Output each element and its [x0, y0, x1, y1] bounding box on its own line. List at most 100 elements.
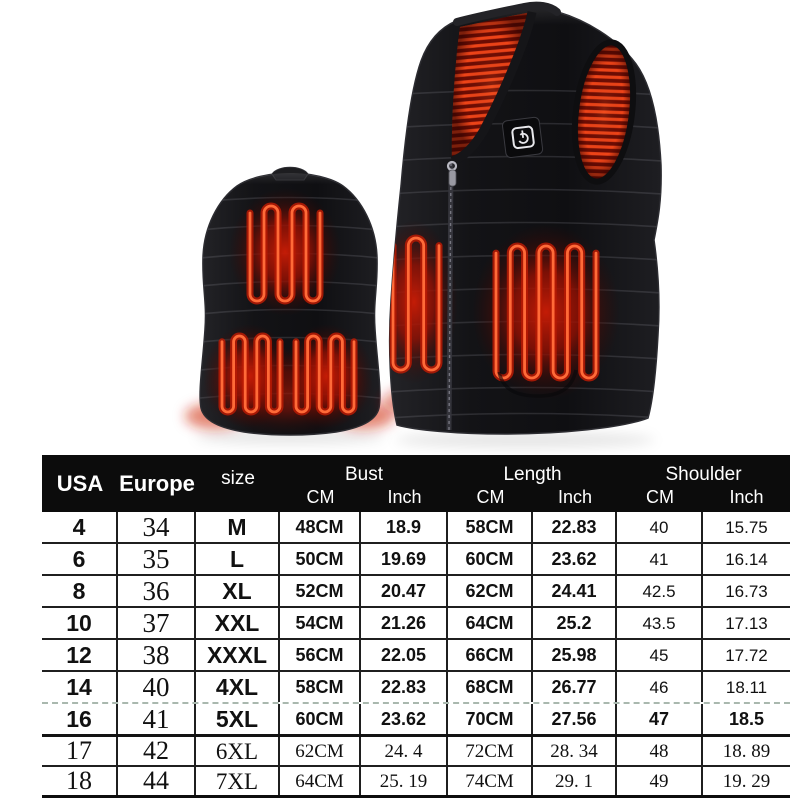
cell-bust-cm: 58CM [280, 672, 361, 702]
cell-bust-inch: 21.26 [361, 608, 448, 638]
table-row: 18 44 7XL 64CM 25. 19 74CM 29. 1 49 19. 29 [42, 767, 790, 798]
cell-bust-inch: 20.47 [361, 576, 448, 606]
cell-length-cm: 64CM [448, 608, 533, 638]
cell-shoulder-inch: 18.11 [725, 677, 768, 697]
cell-bust-inch: 18.9 [361, 512, 448, 542]
cell-length-inch: 23.62 [533, 544, 617, 574]
cell-length-cm: 74CM [448, 767, 533, 795]
cell-size: XXL [196, 608, 280, 638]
cell-length-cm: 62CM [448, 576, 533, 606]
vest-back-shadow [195, 430, 385, 444]
cell-bust-cm: 54CM [280, 608, 361, 638]
cell-bust-cm: 56CM [280, 640, 361, 670]
cell-length-inch: 25.2 [533, 608, 617, 638]
cell-shoulder-cm: 47 [617, 704, 703, 734]
cell-bust-cm: 48CM [280, 512, 361, 542]
cell-shoulder-inch: 16.73 [725, 581, 768, 601]
cell-length-inch: 28. 34 [533, 737, 617, 765]
table-row: 10 37 XXL 54CM 21.26 64CM 25.2 43.5 17.13 [42, 608, 790, 640]
table-row: 4 34 M 48CM 18.9 58CM 22.83 40 15.75 [42, 512, 790, 544]
cell-length-inch: 27.56 [533, 704, 617, 734]
vest-back-view [185, 166, 394, 444]
heating-panel-front-left [389, 234, 443, 374]
cell-bust-inch: 23.62 [361, 704, 448, 734]
cell-length-cm: 66CM [448, 640, 533, 670]
cell-bust-inch: 22.05 [361, 640, 448, 670]
cell-usa: 12 [42, 640, 118, 670]
cell-europe: 41 [118, 704, 196, 734]
cell-length-inch: 25.98 [533, 640, 617, 670]
cell-bust-cm: 64CM [280, 767, 361, 795]
cell-length-cm: 72CM [448, 737, 533, 765]
table-row: 16 41 5XL 60CM 23.62 70CM 27.56 47 18.5 [42, 704, 790, 737]
cell-europe: 34 [118, 512, 196, 542]
subheader-length-inch: Inch [557, 486, 593, 507]
column-header-europe: Europe [119, 470, 195, 496]
collar-edge [453, 1, 561, 26]
cell-usa: 17 [42, 737, 118, 765]
cell-length-inch: 22.83 [533, 512, 617, 542]
cell-size: XXXL [196, 640, 280, 670]
cell-shoulder-inch: 18.5 [728, 709, 765, 729]
cell-shoulder-inch: 17.72 [725, 645, 768, 665]
cell-bust-cm: 52CM [280, 576, 361, 606]
cell-length-cm: 70CM [448, 704, 533, 734]
cell-usa: 6 [42, 544, 118, 574]
subheader-bust-inch: Inch [387, 486, 422, 507]
front-pocket-seam [497, 369, 578, 398]
heating-panel-back-lower-right [292, 332, 358, 416]
cell-bust-inch: 25. 19 [361, 767, 448, 795]
heated-vest-illustration [185, 1, 662, 448]
vest-front-view [382, 1, 662, 448]
cell-shoulder-inch: 19. 29 [722, 770, 771, 792]
power-button-patch [502, 116, 544, 158]
cell-shoulder-inch: 15.75 [725, 517, 768, 537]
cell-shoulder-cm: 40 [617, 512, 703, 542]
collar-heated-lining [450, 1, 561, 166]
cell-length-cm: 68CM [448, 672, 533, 702]
subheader-bust-cm: CM [306, 486, 335, 507]
cell-shoulder-cm: 46 [617, 672, 703, 702]
cell-length-inch: 26.77 [533, 672, 617, 702]
product-image [185, 1, 662, 448]
table-header: USA Europe size Bust Length Shoulder CM … [42, 455, 790, 512]
column-group-bust: Bust [344, 463, 384, 485]
table-row: 6 35 L 50CM 19.69 60CM 23.62 41 16.14 [42, 544, 790, 576]
cell-europe: 37 [118, 608, 196, 638]
cell-size: 4XL [196, 672, 280, 702]
cell-shoulder-cm: 41 [617, 544, 703, 574]
column-header-usa: USA [56, 470, 104, 496]
cell-bust-cm: 60CM [280, 704, 361, 734]
cell-size: L [196, 544, 280, 574]
table-row: 17 42 6XL 62CM 24. 4 72CM 28. 34 48 18. 89 [42, 737, 790, 767]
size-chart-table: USA Europe size Bust Length Shoulder CM … [42, 455, 790, 798]
table-row: 12 38 XXXL 56CM 22.05 66CM 25.98 45 17.72 [42, 640, 790, 672]
table-row: 8 36 XL 52CM 20.47 62CM 24.41 42.5 16.73 [42, 576, 790, 608]
heating-panel-back-upper [246, 202, 324, 305]
cell-bust-inch: 19.69 [361, 544, 448, 574]
size-chart-body: 4 34 M 48CM 18.9 58CM 22.83 40 15.75 6 35 L 50CM 19.6… [42, 512, 790, 798]
column-header-size: size [221, 468, 255, 489]
cell-length-inch: 24.41 [533, 576, 617, 606]
cell-usa: 8 [42, 576, 118, 606]
cell-length-cm: 60CM [448, 544, 533, 574]
cell-size: 7XL [196, 767, 280, 795]
cell-shoulder-cm: 48 [617, 737, 703, 765]
cell-europe: 36 [118, 576, 196, 606]
cell-bust-inch: 24. 4 [361, 737, 448, 765]
cell-bust-inch: 22.83 [361, 672, 448, 702]
cell-size: XL [196, 576, 280, 606]
zipper-pull [448, 169, 457, 187]
cell-bust-cm: 62CM [280, 737, 361, 765]
cell-usa: 10 [42, 608, 118, 638]
subheader-shoulder-inch: Inch [729, 486, 764, 507]
column-group-shoulder: Shoulder [665, 463, 742, 485]
cell-shoulder-cm: 45 [617, 640, 703, 670]
cell-size: M [196, 512, 280, 542]
cell-usa: 4 [42, 512, 118, 542]
heating-panel-back-lower-left [218, 332, 284, 416]
cell-size: 5XL [196, 704, 280, 734]
armhole-heated-lining [571, 39, 637, 185]
cell-shoulder-inch: 17.13 [725, 613, 768, 633]
